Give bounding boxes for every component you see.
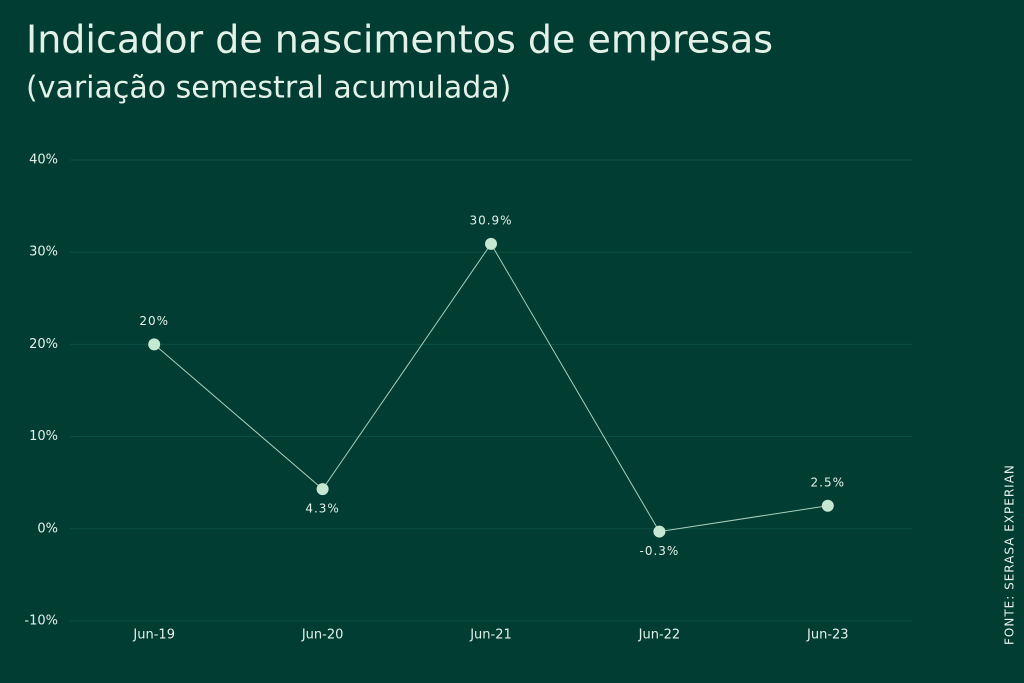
point — [148, 338, 161, 351]
value-label: 4.3% — [305, 502, 340, 516]
x-tick-label: Jun-21 — [469, 628, 512, 643]
point — [821, 499, 834, 512]
point — [316, 483, 329, 496]
source: FONTE: SERASA EXPERIAN — [1003, 464, 1017, 645]
chart-title: Indicador de nascimentos de empresas — [26, 18, 773, 62]
x-tick-label: Jun-23 — [806, 628, 849, 643]
x-tick-label: Jun-20 — [301, 628, 344, 643]
value-label: 20% — [139, 314, 169, 328]
y-tick-label: 20% — [29, 337, 58, 352]
x-tick-label: Jun-19 — [132, 628, 175, 643]
y-tick-label: 0% — [37, 521, 58, 536]
point — [653, 525, 666, 538]
value-label: 2.5% — [811, 475, 846, 489]
y-tick-label: -10% — [24, 614, 58, 629]
point — [485, 237, 497, 250]
x-tick-label: Jun-22 — [638, 628, 681, 643]
chart-subtitle: (variação semestral acumulada) — [26, 71, 511, 106]
y-tick-label: 40% — [29, 153, 58, 168]
y-tick-label: 30% — [29, 245, 58, 260]
value-label: 30.9% — [469, 213, 512, 227]
value-label: -0.3% — [639, 544, 679, 558]
y-tick-label: 10% — [29, 429, 58, 444]
